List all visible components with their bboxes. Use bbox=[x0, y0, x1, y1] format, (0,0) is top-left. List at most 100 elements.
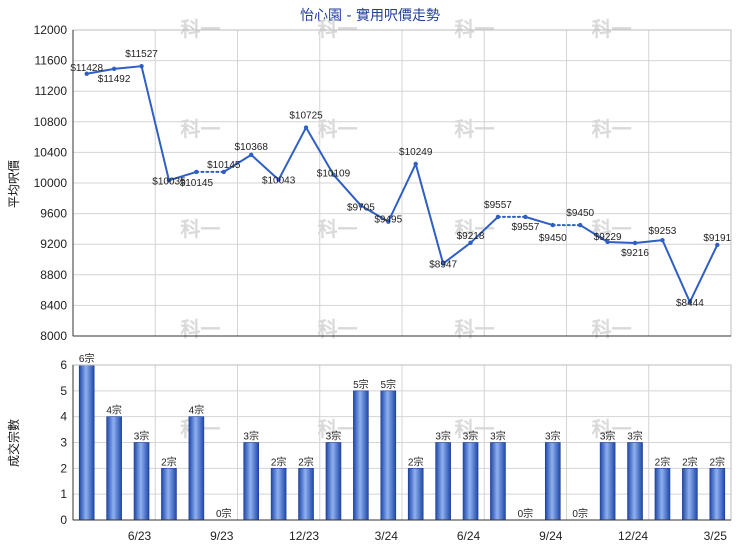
price-point bbox=[386, 219, 391, 224]
price-y-tick-label: 11600 bbox=[35, 54, 68, 68]
price-point bbox=[468, 240, 473, 246]
count-bar-label: 2宗 bbox=[271, 455, 287, 468]
price-point-label: $9216 bbox=[621, 248, 649, 259]
count-bar-label: 3宗 bbox=[243, 430, 259, 443]
price-point bbox=[276, 177, 281, 182]
price-point bbox=[139, 63, 144, 69]
price-y-tick-label: 8000 bbox=[40, 329, 67, 343]
price-point-label: $9191 bbox=[703, 233, 731, 244]
price-line-segment bbox=[414, 162, 445, 265]
count-bar bbox=[599, 442, 616, 521]
price-point bbox=[523, 214, 528, 220]
count-bar bbox=[353, 390, 369, 521]
watermark-text: 科一 bbox=[455, 117, 495, 141]
count-bar-label: 3宗 bbox=[490, 430, 506, 443]
count-bar-label: 6宗 bbox=[79, 352, 95, 365]
x-tick-label: 6/23 bbox=[128, 529, 152, 543]
price-y-tick-label: 8800 bbox=[40, 268, 67, 282]
price-point-label: $11527 bbox=[125, 49, 158, 60]
count-bar-label: 3宗 bbox=[545, 430, 561, 443]
price-y-tick-label: 10400 bbox=[34, 145, 68, 159]
count-bar-label: 2宗 bbox=[655, 455, 671, 468]
price-point-label: $10368 bbox=[235, 142, 269, 153]
count-bar-label: 0宗 bbox=[572, 507, 588, 520]
price-point-label: $10035 bbox=[152, 176, 186, 187]
count-bar bbox=[462, 442, 479, 521]
count-bar-label: 4宗 bbox=[189, 404, 205, 417]
price-point-label: $11428 bbox=[70, 63, 103, 74]
count-bar-label: 3宗 bbox=[435, 430, 451, 443]
watermark-text: 科一 bbox=[180, 217, 220, 241]
count-y-tick-label: 6 bbox=[60, 358, 67, 372]
count-bar-label: 2宗 bbox=[408, 455, 424, 468]
x-tick-label: 9/23 bbox=[210, 529, 234, 543]
count-bar-label: 3宗 bbox=[600, 430, 616, 443]
price-point bbox=[495, 214, 501, 220]
x-tick-label: 9/24 bbox=[539, 529, 563, 543]
price-point-label: $9450 bbox=[539, 233, 567, 244]
price-line-segment bbox=[250, 153, 280, 181]
count-bar bbox=[325, 442, 342, 521]
count-bar-label: 2宗 bbox=[710, 455, 726, 468]
price-point-label: $9229 bbox=[594, 232, 622, 243]
count-bar-label: 3宗 bbox=[134, 430, 150, 443]
watermark-text: 科一 bbox=[592, 17, 632, 41]
price-point-label: $10249 bbox=[399, 147, 433, 158]
price-line-segment bbox=[579, 224, 609, 243]
watermark-text: 科一 bbox=[317, 17, 357, 41]
price-line-segment bbox=[305, 126, 335, 176]
price-point-label: $10043 bbox=[262, 176, 296, 187]
x-tick-label: 12/24 bbox=[618, 529, 648, 543]
price-point bbox=[194, 169, 199, 175]
count-y-tick-label: 5 bbox=[60, 384, 67, 398]
price-point-label: $9557 bbox=[511, 222, 539, 233]
price-y-tick-label: 11200 bbox=[35, 84, 68, 98]
watermark-text: 科一 bbox=[592, 317, 632, 341]
count-y-tick-label: 1 bbox=[60, 487, 67, 501]
price-point bbox=[687, 299, 693, 305]
count-y-tick-label: 0 bbox=[60, 513, 67, 527]
count-bar bbox=[654, 468, 671, 521]
price-line-segment bbox=[277, 126, 308, 181]
x-tick-label: 12/23 bbox=[289, 529, 319, 543]
watermark-text: 科一 bbox=[317, 317, 357, 341]
count-bar bbox=[380, 390, 397, 521]
watermark-text: 科一 bbox=[317, 117, 357, 141]
price-point bbox=[440, 261, 446, 266]
x-tick-label: 3/24 bbox=[375, 529, 399, 543]
price-line-segment bbox=[167, 170, 198, 182]
x-tick-label: 3/25 bbox=[704, 529, 728, 543]
x-tick-label: 6/24 bbox=[457, 529, 481, 543]
price-line-segment bbox=[606, 240, 637, 244]
count-bar bbox=[243, 442, 260, 521]
price-point-label: $10725 bbox=[289, 111, 323, 122]
count-bar-label: 0宗 bbox=[216, 507, 232, 520]
price-line-segment bbox=[140, 65, 170, 182]
count-bar-label: 0宗 bbox=[518, 507, 534, 520]
price-point-label: $9705 bbox=[347, 203, 375, 214]
price-point-label: $9253 bbox=[649, 226, 677, 237]
price-line-segment bbox=[442, 241, 472, 265]
count-bar-label: 4宗 bbox=[106, 404, 122, 417]
price-point-label: $8444 bbox=[676, 298, 704, 309]
watermark-text: 科一 bbox=[455, 317, 495, 341]
price-point bbox=[84, 71, 89, 76]
price-point bbox=[413, 161, 418, 167]
watermark-text: 科一 bbox=[455, 217, 495, 241]
price-line-segment bbox=[85, 67, 116, 75]
count-bar bbox=[490, 442, 506, 521]
count-bar-label: 3宗 bbox=[627, 430, 643, 443]
count-y-tick-label: 4 bbox=[60, 410, 67, 424]
price-line-segment bbox=[359, 204, 390, 223]
price-point-label: $9450 bbox=[566, 208, 594, 219]
chart-title: 怡心園 - 實用呎價走勢 bbox=[300, 7, 440, 24]
price-line-segment bbox=[661, 239, 691, 304]
count-bar bbox=[298, 468, 314, 521]
price-line-segment bbox=[113, 65, 143, 70]
count-bar-label: 2宗 bbox=[298, 455, 314, 468]
price-point bbox=[303, 125, 309, 130]
price-point-label: $10109 bbox=[317, 169, 351, 180]
count-bar bbox=[133, 442, 150, 521]
count-bar bbox=[709, 468, 726, 521]
